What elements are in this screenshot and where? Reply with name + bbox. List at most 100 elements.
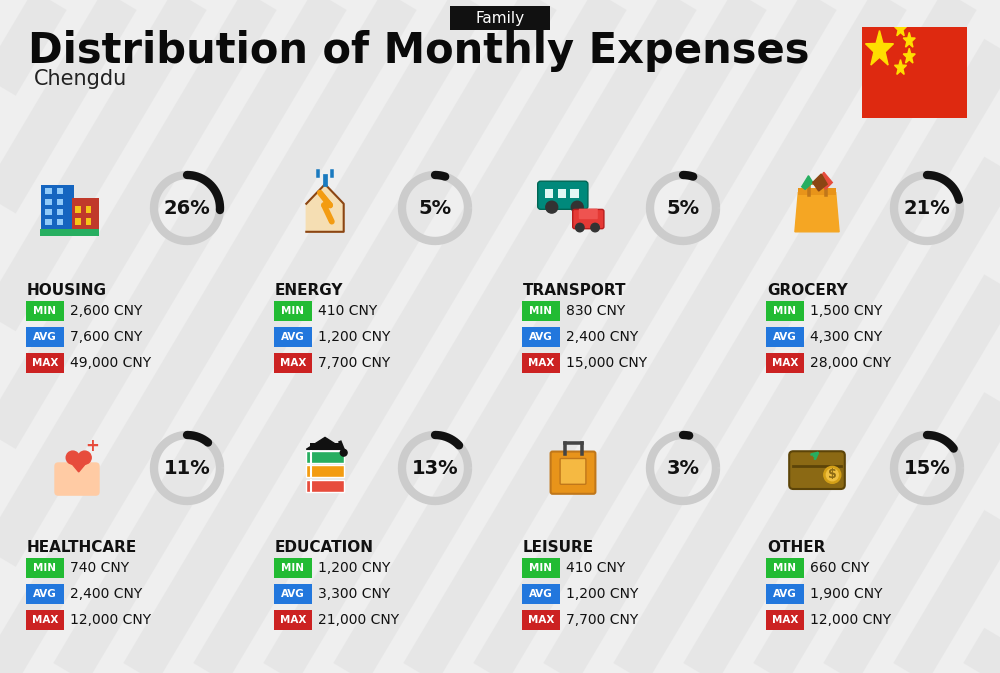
Text: 11%: 11% bbox=[164, 458, 210, 478]
Text: 2,600 CNY: 2,600 CNY bbox=[70, 304, 142, 318]
FancyBboxPatch shape bbox=[522, 558, 560, 578]
FancyBboxPatch shape bbox=[450, 6, 550, 30]
Polygon shape bbox=[802, 176, 813, 189]
FancyBboxPatch shape bbox=[551, 452, 595, 494]
FancyBboxPatch shape bbox=[86, 207, 91, 213]
Text: 3%: 3% bbox=[666, 458, 700, 478]
Text: 1,200 CNY: 1,200 CNY bbox=[318, 330, 390, 344]
FancyBboxPatch shape bbox=[766, 301, 804, 321]
Text: AVG: AVG bbox=[773, 589, 797, 599]
Text: +: + bbox=[85, 437, 99, 455]
FancyBboxPatch shape bbox=[274, 327, 312, 347]
FancyBboxPatch shape bbox=[274, 584, 312, 604]
Text: $: $ bbox=[828, 468, 837, 481]
Circle shape bbox=[546, 201, 558, 213]
Text: AVG: AVG bbox=[281, 589, 305, 599]
Circle shape bbox=[591, 223, 599, 232]
Text: 2,400 CNY: 2,400 CNY bbox=[70, 587, 142, 601]
Text: AVG: AVG bbox=[529, 589, 553, 599]
FancyBboxPatch shape bbox=[45, 188, 52, 194]
FancyBboxPatch shape bbox=[54, 462, 100, 496]
FancyBboxPatch shape bbox=[274, 301, 312, 321]
FancyBboxPatch shape bbox=[26, 353, 64, 373]
FancyBboxPatch shape bbox=[45, 209, 52, 215]
Text: EDUCATION: EDUCATION bbox=[275, 540, 374, 555]
Text: HEALTHCARE: HEALTHCARE bbox=[27, 540, 137, 555]
Text: 1,500 CNY: 1,500 CNY bbox=[810, 304, 882, 318]
FancyBboxPatch shape bbox=[766, 558, 804, 578]
FancyBboxPatch shape bbox=[57, 209, 63, 215]
Text: 15%: 15% bbox=[904, 458, 950, 478]
FancyBboxPatch shape bbox=[72, 198, 99, 232]
Text: 21%: 21% bbox=[904, 199, 950, 217]
FancyBboxPatch shape bbox=[274, 353, 312, 373]
Polygon shape bbox=[895, 60, 906, 75]
Text: 2,400 CNY: 2,400 CNY bbox=[566, 330, 638, 344]
FancyBboxPatch shape bbox=[57, 199, 63, 205]
Text: AVG: AVG bbox=[281, 332, 305, 342]
FancyBboxPatch shape bbox=[579, 209, 598, 219]
Polygon shape bbox=[795, 192, 839, 232]
Text: 12,000 CNY: 12,000 CNY bbox=[810, 613, 891, 627]
FancyBboxPatch shape bbox=[41, 185, 74, 232]
Polygon shape bbox=[866, 30, 893, 65]
Polygon shape bbox=[306, 184, 344, 232]
FancyBboxPatch shape bbox=[26, 610, 64, 630]
FancyBboxPatch shape bbox=[766, 584, 804, 604]
Text: 3,300 CNY: 3,300 CNY bbox=[318, 587, 390, 601]
FancyBboxPatch shape bbox=[306, 480, 344, 492]
Text: 15,000 CNY: 15,000 CNY bbox=[566, 356, 647, 370]
Text: 5%: 5% bbox=[666, 199, 700, 217]
Text: TRANSPORT: TRANSPORT bbox=[523, 283, 626, 298]
FancyBboxPatch shape bbox=[306, 451, 344, 463]
Polygon shape bbox=[903, 48, 915, 63]
FancyBboxPatch shape bbox=[26, 301, 64, 321]
Text: MIN: MIN bbox=[34, 563, 56, 573]
Text: 7,600 CNY: 7,600 CNY bbox=[70, 330, 142, 344]
Text: MIN: MIN bbox=[282, 306, 304, 316]
Circle shape bbox=[824, 466, 841, 483]
Text: Distribution of Monthly Expenses: Distribution of Monthly Expenses bbox=[28, 30, 810, 72]
Text: LEISURE: LEISURE bbox=[523, 540, 594, 555]
Text: 12,000 CNY: 12,000 CNY bbox=[70, 613, 151, 627]
Text: MIN: MIN bbox=[774, 563, 796, 573]
FancyBboxPatch shape bbox=[274, 610, 312, 630]
Text: MAX: MAX bbox=[32, 358, 58, 368]
FancyBboxPatch shape bbox=[570, 189, 579, 198]
FancyBboxPatch shape bbox=[306, 466, 344, 477]
Text: ENERGY: ENERGY bbox=[275, 283, 344, 298]
FancyBboxPatch shape bbox=[26, 327, 64, 347]
FancyBboxPatch shape bbox=[538, 181, 588, 209]
Text: 49,000 CNY: 49,000 CNY bbox=[70, 356, 151, 370]
FancyBboxPatch shape bbox=[766, 353, 804, 373]
FancyBboxPatch shape bbox=[75, 218, 81, 225]
Text: Family: Family bbox=[475, 11, 525, 26]
Text: MIN: MIN bbox=[774, 306, 796, 316]
FancyBboxPatch shape bbox=[560, 458, 586, 485]
FancyBboxPatch shape bbox=[522, 584, 560, 604]
Text: 4,300 CNY: 4,300 CNY bbox=[810, 330, 882, 344]
FancyBboxPatch shape bbox=[86, 218, 91, 225]
Polygon shape bbox=[321, 191, 332, 204]
Text: 660 CNY: 660 CNY bbox=[810, 561, 869, 575]
Polygon shape bbox=[813, 174, 827, 191]
Text: MIN: MIN bbox=[530, 563, 552, 573]
Polygon shape bbox=[67, 458, 91, 472]
Text: MAX: MAX bbox=[32, 615, 58, 625]
Text: 1,200 CNY: 1,200 CNY bbox=[566, 587, 638, 601]
Text: 28,000 CNY: 28,000 CNY bbox=[810, 356, 891, 370]
FancyBboxPatch shape bbox=[766, 610, 804, 630]
Polygon shape bbox=[903, 32, 915, 47]
Text: Chengdu: Chengdu bbox=[34, 69, 127, 89]
FancyBboxPatch shape bbox=[274, 558, 312, 578]
FancyBboxPatch shape bbox=[522, 610, 560, 630]
Text: 410 CNY: 410 CNY bbox=[566, 561, 625, 575]
FancyBboxPatch shape bbox=[40, 229, 99, 236]
Text: 830 CNY: 830 CNY bbox=[566, 304, 625, 318]
FancyBboxPatch shape bbox=[75, 207, 81, 213]
Polygon shape bbox=[306, 437, 344, 450]
Text: AVG: AVG bbox=[773, 332, 797, 342]
Text: 5%: 5% bbox=[418, 199, 452, 217]
FancyBboxPatch shape bbox=[310, 443, 340, 450]
Text: GROCERY: GROCERY bbox=[767, 283, 848, 298]
